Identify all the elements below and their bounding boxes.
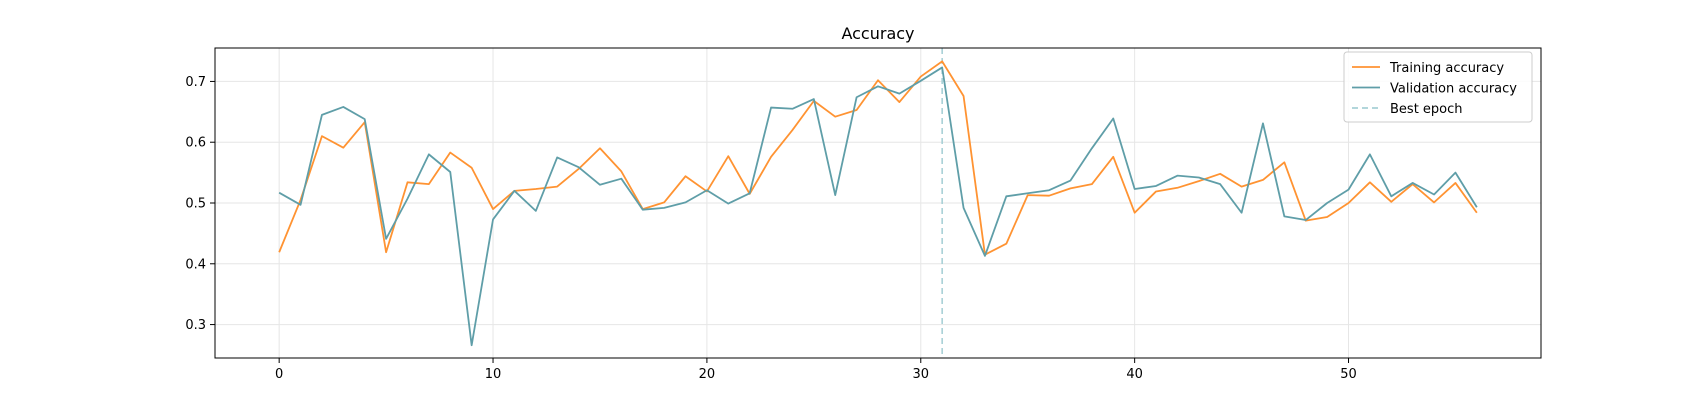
x-tick-label: 20 <box>699 367 716 382</box>
x-tick-label: 50 <box>1340 367 1357 382</box>
legend-label: Validation accuracy <box>1390 82 1517 97</box>
legend-label: Training accuracy <box>1389 61 1504 76</box>
y-tick-label: 0.4 <box>185 257 206 272</box>
series-line-training <box>278 60 1478 256</box>
y-tick-label: 0.7 <box>185 75 206 90</box>
series-layer <box>278 60 1478 347</box>
legend-label: Best epoch <box>1390 102 1463 117</box>
x-axis: 0 10 20 30 40 50 <box>275 358 1357 382</box>
x-tick-label: 30 <box>913 367 930 382</box>
y-tick-label: 0.6 <box>185 136 206 151</box>
series-line-validation <box>278 66 1478 347</box>
x-tick-label: 10 <box>485 367 502 382</box>
y-tick-label: 0.5 <box>185 197 206 212</box>
x-tick-label: 40 <box>1126 367 1143 382</box>
legend: Training accuracy Validation accuracy Best… <box>1343 51 1533 123</box>
grid <box>215 48 1541 358</box>
legend-box <box>1343 51 1533 123</box>
x-tick-label: 0 <box>275 367 283 382</box>
chart-title: Accuracy <box>841 24 914 43</box>
y-axis: 0.3 0.4 0.5 0.6 0.7 <box>185 75 215 333</box>
y-tick-label: 0.3 <box>185 318 206 333</box>
